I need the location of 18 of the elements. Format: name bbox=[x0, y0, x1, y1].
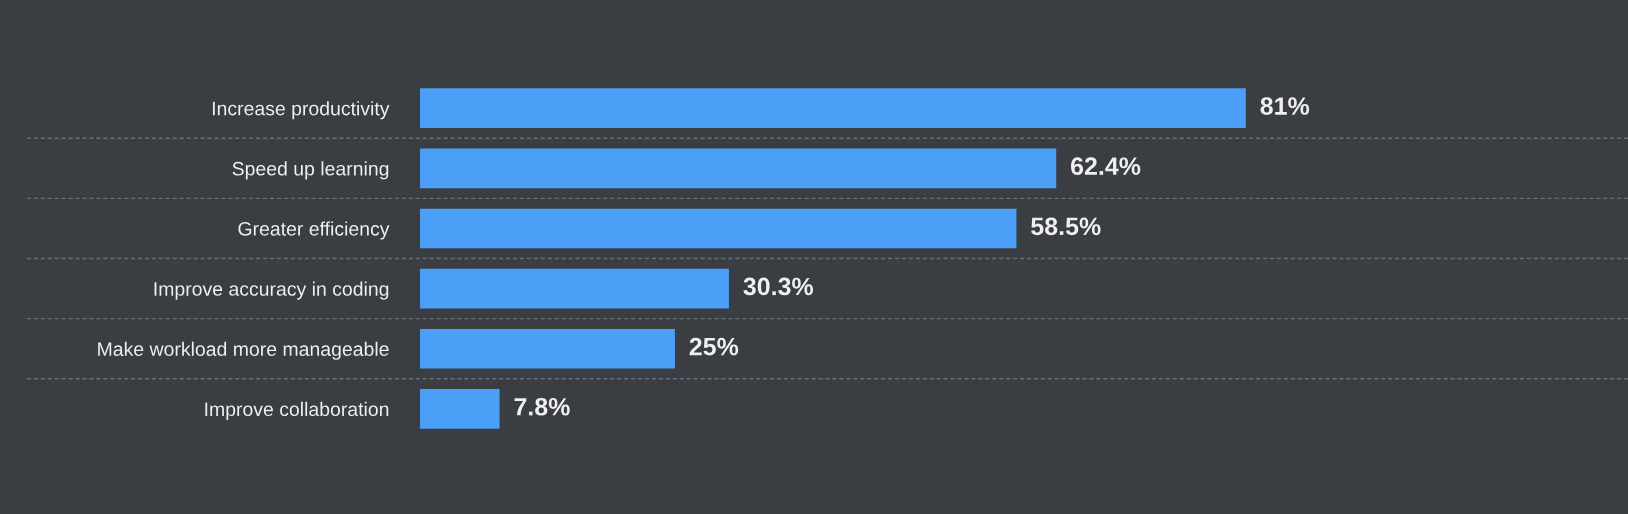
y-tick-label: Speed up learning bbox=[232, 161, 389, 180]
y-tick-label: Make workload more manageable bbox=[98, 341, 389, 360]
bar bbox=[420, 328, 675, 369]
y-tick-label: Improve collaboration bbox=[205, 401, 389, 420]
y-tick-label: Increase productivity bbox=[212, 101, 390, 120]
data-label: 62.4% bbox=[1071, 157, 1141, 176]
bar bbox=[420, 268, 729, 309]
data-label: 7.8% bbox=[514, 397, 570, 416]
y-tick-label: Improve accuracy in coding bbox=[154, 281, 389, 300]
y-tick-label: Greater efficiency bbox=[238, 221, 390, 240]
bar bbox=[420, 208, 1017, 249]
bar bbox=[420, 88, 1246, 129]
bar bbox=[420, 148, 1057, 189]
data-label: 58.5% bbox=[1031, 217, 1101, 236]
data-label: 30.3% bbox=[743, 277, 814, 296]
bar bbox=[420, 389, 500, 429]
data-label: 25% bbox=[689, 337, 739, 356]
data-label: 81% bbox=[1260, 97, 1310, 115]
